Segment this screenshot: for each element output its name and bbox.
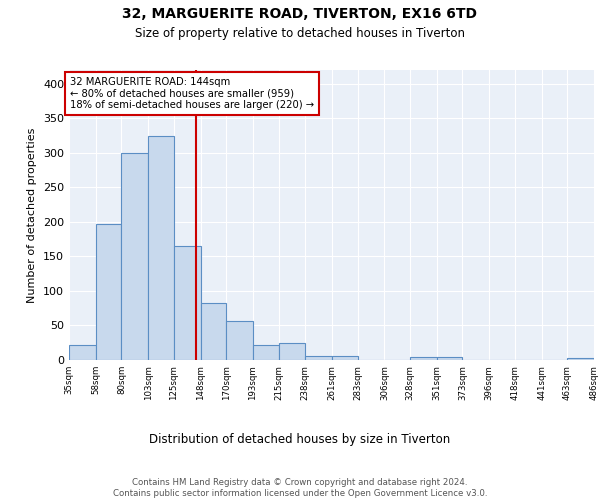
Bar	[305, 356, 332, 360]
Text: 32 MARGUERITE ROAD: 144sqm
← 80% of detached houses are smaller (959)
18% of sem: 32 MARGUERITE ROAD: 144sqm ← 80% of deta…	[70, 77, 314, 110]
Bar	[278, 342, 305, 360]
Bar	[96, 224, 121, 360]
Bar	[567, 358, 594, 360]
Bar	[253, 345, 278, 360]
Bar	[437, 357, 463, 360]
Text: Contains HM Land Registry data © Crown copyright and database right 2024.
Contai: Contains HM Land Registry data © Crown c…	[113, 478, 487, 498]
Text: Size of property relative to detached houses in Tiverton: Size of property relative to detached ho…	[135, 28, 465, 40]
Y-axis label: Number of detached properties: Number of detached properties	[28, 128, 37, 302]
Text: 32, MARGUERITE ROAD, TIVERTON, EX16 6TD: 32, MARGUERITE ROAD, TIVERTON, EX16 6TD	[122, 8, 478, 22]
Bar	[200, 304, 226, 360]
Bar	[69, 345, 96, 360]
Bar	[332, 356, 358, 360]
Bar	[174, 246, 200, 360]
Bar	[410, 357, 437, 360]
Bar	[121, 153, 148, 360]
Bar	[226, 320, 253, 360]
Bar	[148, 136, 174, 360]
Text: Distribution of detached houses by size in Tiverton: Distribution of detached houses by size …	[149, 432, 451, 446]
